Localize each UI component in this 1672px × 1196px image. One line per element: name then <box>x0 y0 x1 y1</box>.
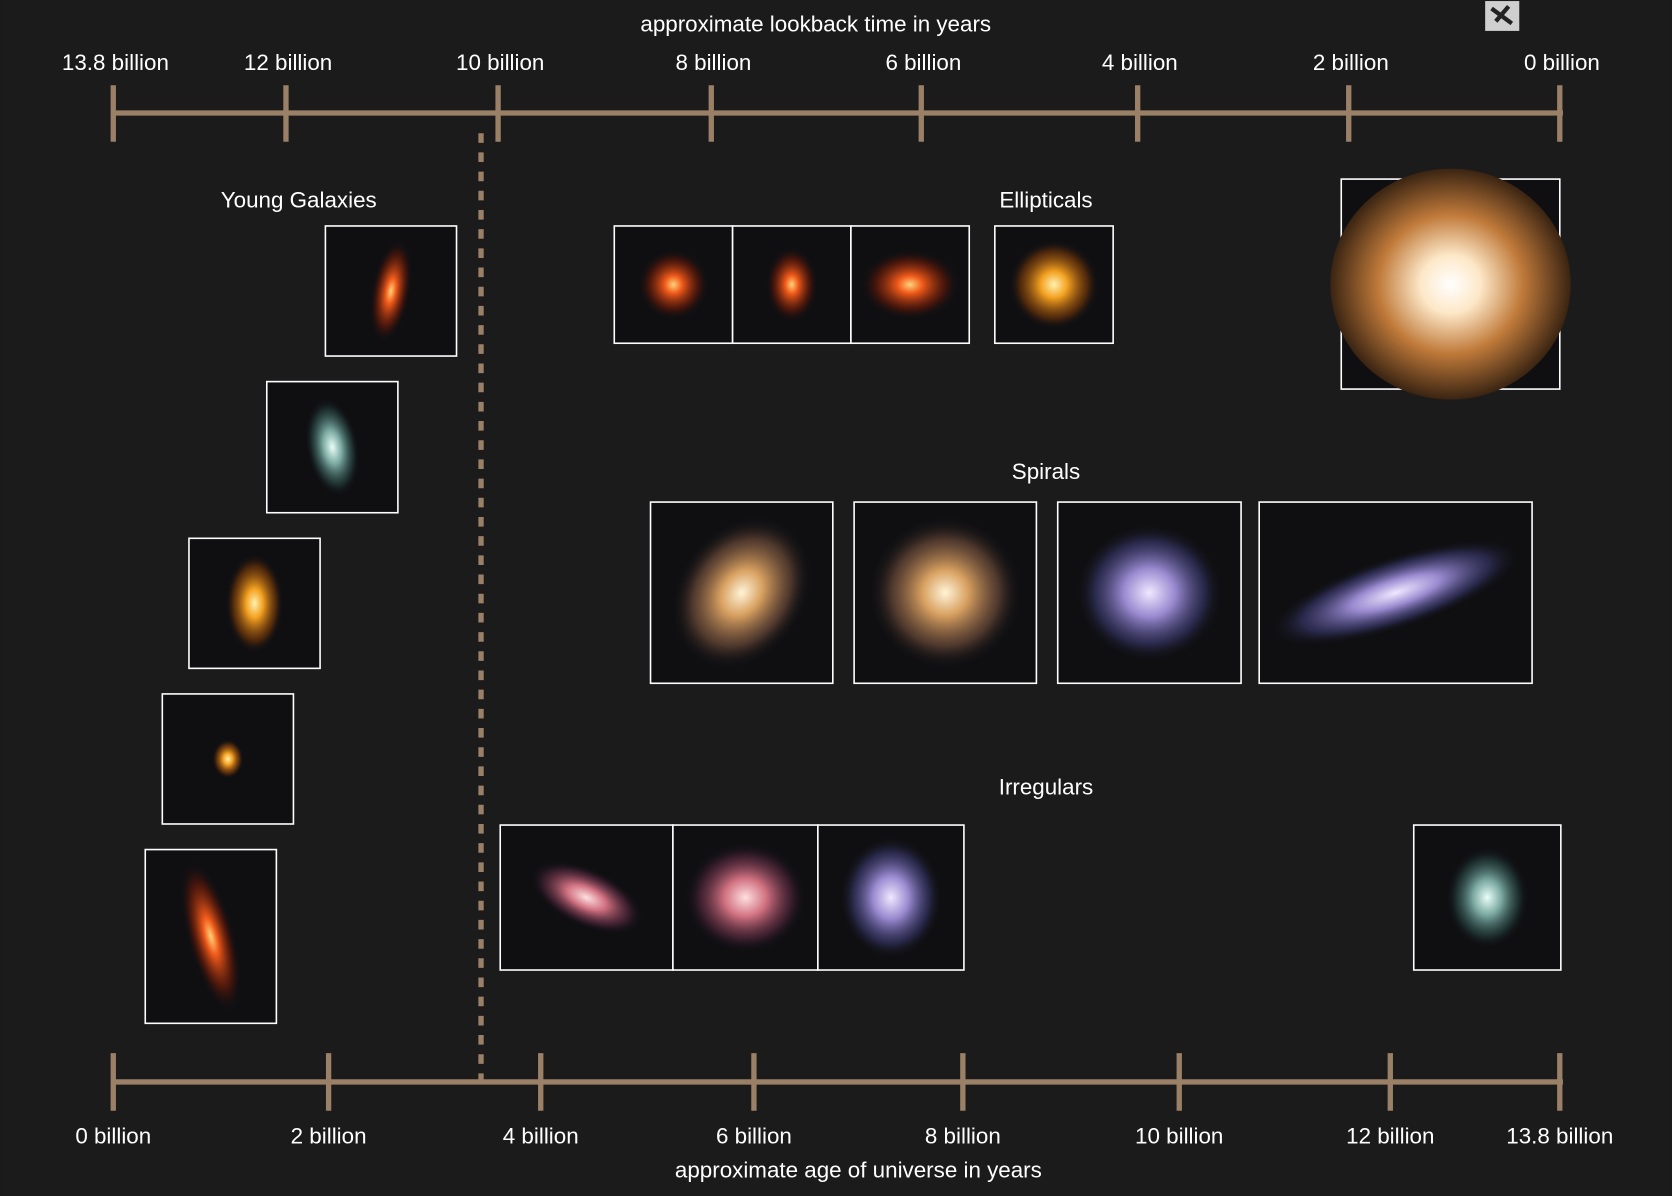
galaxy <box>839 836 943 959</box>
group-label: Spirals <box>1012 459 1080 484</box>
galaxy <box>765 247 818 323</box>
galaxy <box>868 516 1022 669</box>
top-axis-title: approximate lookback time in years <box>640 11 991 36</box>
icon-glyph <box>1490 5 1514 26</box>
tick-label: 8 billion <box>925 1123 1001 1148</box>
galaxy <box>1270 539 1521 646</box>
galaxy <box>180 860 242 1013</box>
galaxy <box>369 239 413 343</box>
galaxy <box>860 249 960 320</box>
tick-label: 6 billion <box>716 1123 792 1148</box>
galaxy <box>530 860 643 935</box>
tick-label: 4 billion <box>1102 50 1178 75</box>
group-label: Ellipticals <box>999 187 1092 212</box>
galaxy <box>225 553 284 653</box>
tick-label: 13.8 billion <box>1506 1123 1613 1148</box>
tick-label: 10 billion <box>1135 1123 1223 1148</box>
tick-label: 2 billion <box>1313 50 1389 75</box>
tick-label: 8 billion <box>675 50 751 75</box>
galaxy <box>1009 240 1099 330</box>
group-label: Irregulars <box>999 775 1094 800</box>
thumbnails <box>144 168 1571 1025</box>
tick-label: 12 billion <box>244 50 332 75</box>
galaxy <box>305 397 360 497</box>
tick-label: 2 billion <box>291 1123 367 1148</box>
galaxy <box>684 842 807 953</box>
bottom-axis-title: approximate age of universe in years <box>675 1157 1042 1182</box>
galaxy <box>637 249 709 320</box>
tick-label: 6 billion <box>885 50 961 75</box>
galaxy <box>1446 846 1529 949</box>
galaxy <box>212 739 244 779</box>
tick-label: 0 billion <box>1524 50 1600 75</box>
galaxy <box>671 516 812 669</box>
tick-label: 12 billion <box>1346 1123 1434 1148</box>
tick-label: 0 billion <box>75 1123 151 1148</box>
ticks: 13.8 billion 12 billion 10 billion 8 billio… <box>62 50 1613 1148</box>
galaxy <box>1076 523 1223 662</box>
tick-label: 10 billion <box>456 50 544 75</box>
group-label: Young Galaxies <box>221 187 377 212</box>
tick-label: 4 billion <box>503 1123 579 1148</box>
tick-label: 13.8 billion <box>62 50 169 75</box>
galaxy <box>1330 168 1571 400</box>
